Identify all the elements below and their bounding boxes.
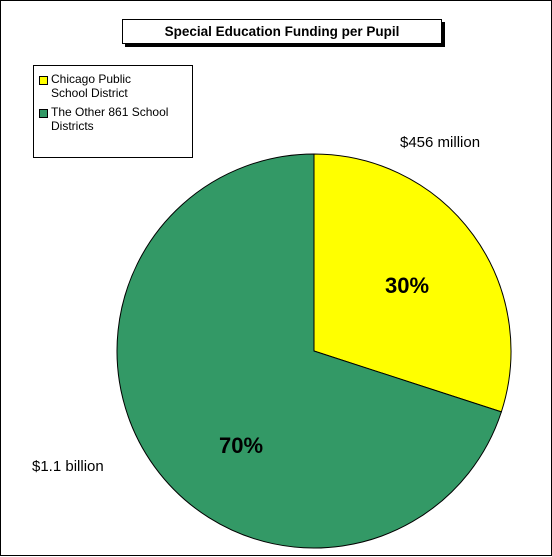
legend-swatch-chicago [39,76,48,85]
legend-item-other: The Other 861 School Districts [39,105,192,133]
pie-slice-chicago [313,153,512,413]
callout-other: $1.1 billion [32,458,104,475]
slice-label-other: 70% [219,433,264,458]
legend-label-other: The Other 861 School Districts [51,105,169,133]
legend-item-chicago: Chicago Public School District [39,72,192,100]
chart-title: Special Education Funding per Pupil [122,19,442,44]
pie-slice-other [116,153,502,549]
slice-label-chicago: 30% [385,273,430,298]
callout-chicago: $456 million [400,134,481,151]
legend-label-chicago: Chicago Public School District [51,72,132,100]
legend: Chicago Public School District The Other… [33,65,193,158]
legend-swatch-other [39,109,48,118]
